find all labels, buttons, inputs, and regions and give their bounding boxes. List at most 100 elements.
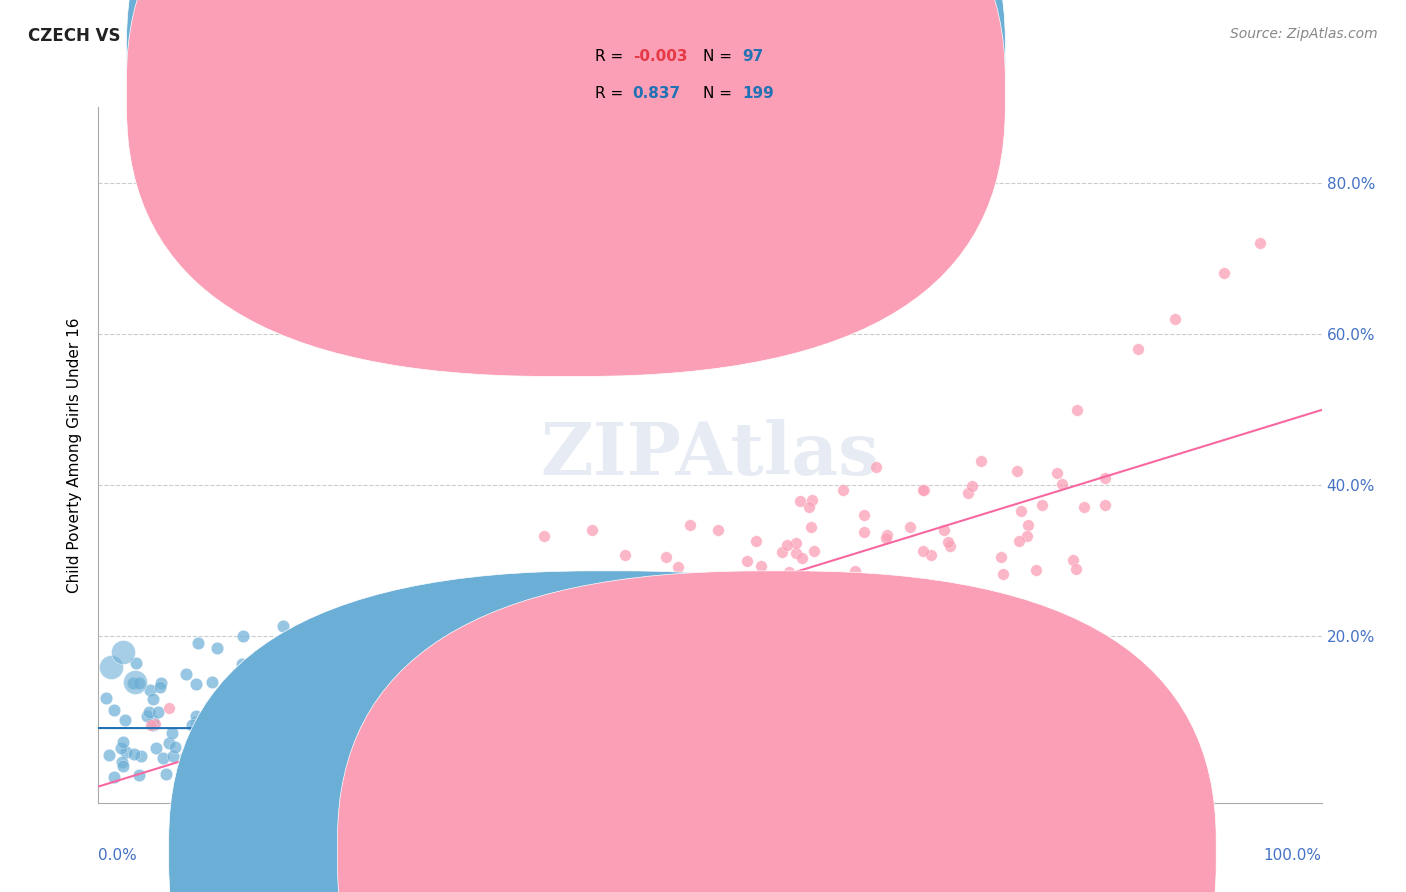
Point <box>700 590 723 604</box>
Y-axis label: Child Poverty Among Girls Under 16: Child Poverty Among Girls Under 16 <box>67 318 83 592</box>
Point <box>295 752 318 766</box>
Point <box>1064 562 1087 576</box>
Point <box>231 657 253 672</box>
Point <box>672 642 695 657</box>
Point <box>1015 528 1038 542</box>
Point <box>700 608 723 623</box>
Point <box>1010 504 1032 518</box>
Point <box>344 719 367 733</box>
Point <box>111 759 134 773</box>
Point <box>873 646 896 660</box>
Point <box>496 641 519 656</box>
Point <box>111 755 134 769</box>
Point <box>586 600 609 615</box>
Point <box>111 644 134 658</box>
Point <box>700 605 723 619</box>
Point <box>714 580 737 594</box>
Point <box>785 546 807 560</box>
Point <box>790 550 813 565</box>
Point <box>125 657 148 671</box>
Point <box>685 600 707 615</box>
Point <box>607 580 630 594</box>
Text: CZECH VS BLACK/AFRICAN AMERICAN CHILD POVERTY AMONG GIRLS UNDER 16 CORRELATION C: CZECH VS BLACK/AFRICAN AMERICAN CHILD PO… <box>28 27 977 45</box>
Text: 0.0%: 0.0% <box>98 848 138 863</box>
Point <box>932 523 955 537</box>
Point <box>229 738 252 752</box>
Point <box>198 765 221 780</box>
Point <box>702 624 724 639</box>
Point <box>785 535 807 549</box>
Point <box>783 706 806 720</box>
Point <box>253 753 276 767</box>
Point <box>534 684 557 698</box>
Point <box>461 682 484 697</box>
Point <box>370 737 392 751</box>
Point <box>232 629 254 643</box>
Point <box>142 714 165 729</box>
Point <box>204 732 226 747</box>
Point <box>1066 402 1088 417</box>
Point <box>636 671 658 685</box>
Point <box>98 747 121 762</box>
Point <box>186 709 208 723</box>
Point <box>148 705 170 719</box>
Point <box>668 633 690 648</box>
Point <box>696 602 718 616</box>
Point <box>624 623 647 637</box>
Point <box>340 702 363 716</box>
Point <box>222 719 245 733</box>
Point <box>436 711 458 725</box>
Point <box>872 615 894 630</box>
Point <box>520 646 543 660</box>
Point <box>541 604 564 618</box>
Point <box>721 634 744 648</box>
Point <box>239 760 262 774</box>
Point <box>990 550 1012 565</box>
Point <box>162 749 184 764</box>
Point <box>174 667 197 681</box>
Point <box>614 548 637 562</box>
Point <box>357 695 380 709</box>
Point <box>180 750 202 764</box>
Point <box>515 729 537 743</box>
Point <box>347 690 370 704</box>
Text: N =: N = <box>703 87 737 101</box>
Point <box>427 748 450 763</box>
Point <box>877 607 900 622</box>
Point <box>429 695 451 709</box>
Point <box>264 759 287 773</box>
Point <box>668 559 690 574</box>
Point <box>425 698 447 712</box>
Point <box>1008 533 1031 548</box>
Point <box>285 643 308 657</box>
Text: R =: R = <box>595 87 628 101</box>
Point <box>718 658 741 673</box>
Point <box>520 657 543 671</box>
Point <box>174 750 197 764</box>
Point <box>495 694 517 708</box>
Point <box>360 645 382 659</box>
Point <box>887 606 910 620</box>
Point <box>342 708 364 723</box>
Point <box>401 603 423 617</box>
Point <box>512 652 534 666</box>
Point <box>302 704 325 718</box>
Text: 0.837: 0.837 <box>633 87 681 101</box>
Point <box>832 483 855 498</box>
Point <box>628 678 651 692</box>
Point <box>122 747 145 762</box>
Point <box>264 701 287 715</box>
Point <box>229 730 252 744</box>
Point <box>593 607 616 622</box>
Point <box>1073 500 1095 514</box>
Point <box>853 524 876 539</box>
Point <box>277 747 299 762</box>
Point <box>852 508 875 522</box>
Point <box>201 675 224 690</box>
Text: N =: N = <box>703 49 737 63</box>
Point <box>253 726 276 740</box>
Point <box>139 683 162 698</box>
Point <box>165 739 187 754</box>
Point <box>187 754 209 768</box>
Point <box>541 689 564 703</box>
